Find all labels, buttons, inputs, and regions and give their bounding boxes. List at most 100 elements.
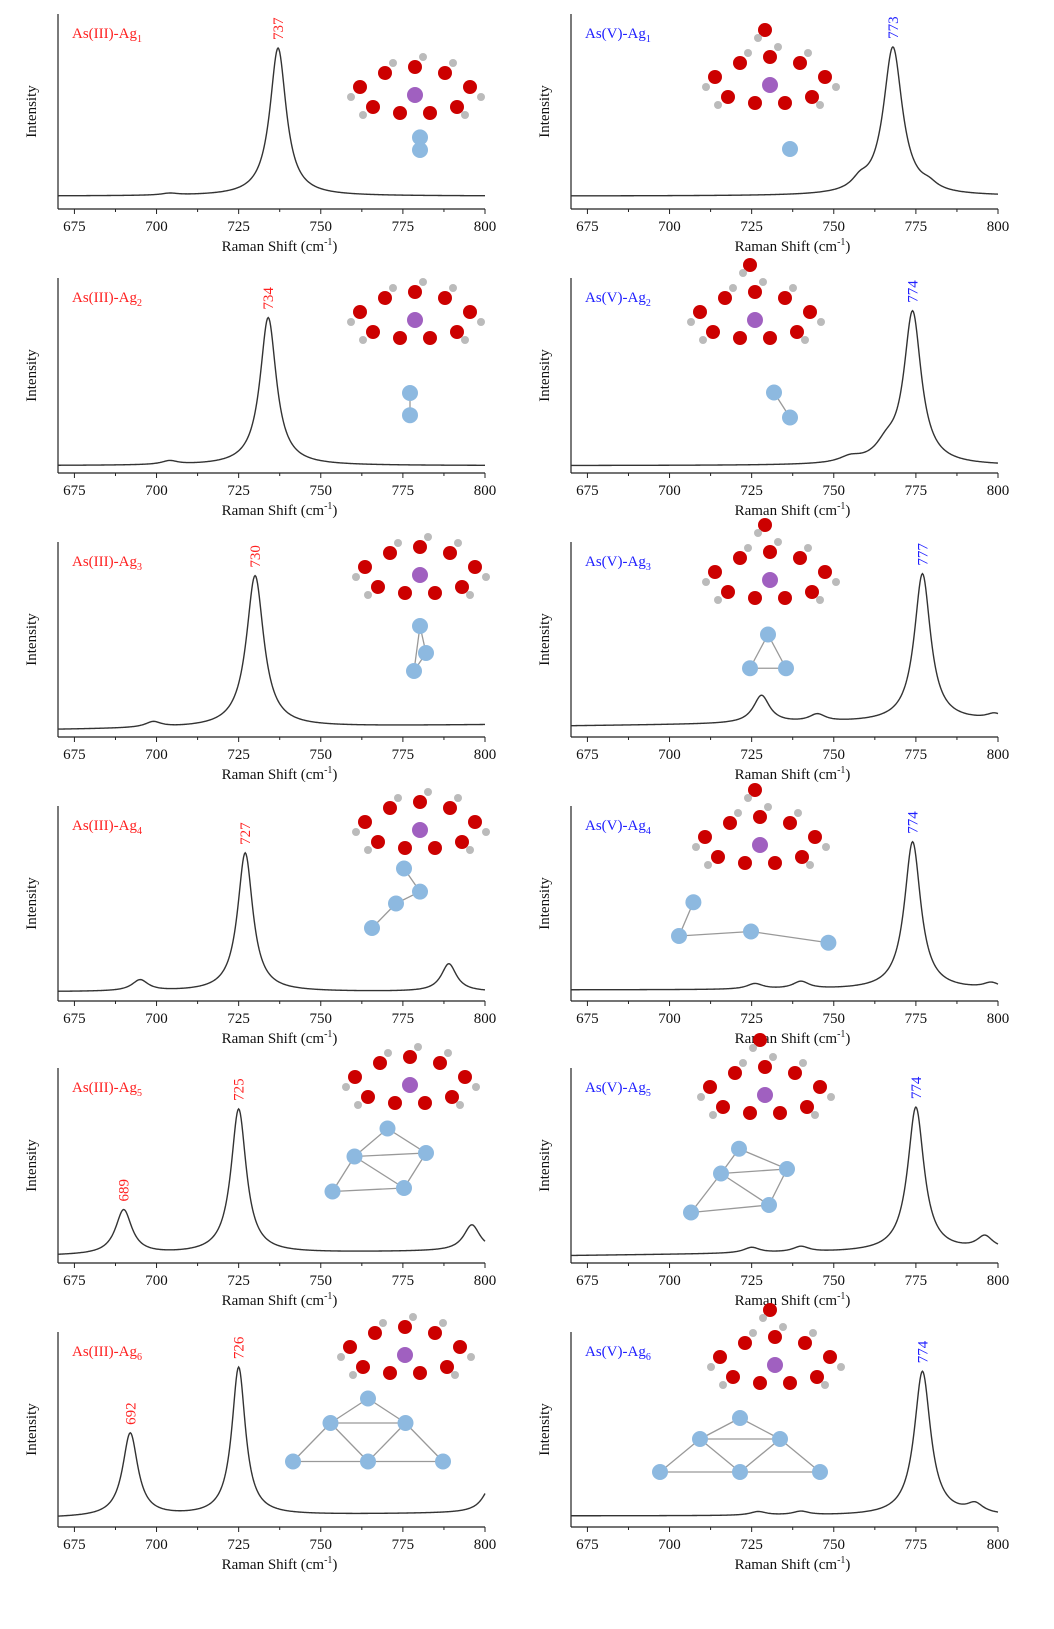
hydrogen-atom	[702, 83, 710, 91]
silver-atom	[379, 1120, 396, 1137]
x-tick-label: 725	[740, 483, 763, 499]
water-oxygen-atom	[748, 783, 762, 797]
x-tick-label: 725	[740, 1537, 763, 1553]
x-tick-label: 700	[658, 1537, 681, 1553]
x-tick-label: 800	[474, 219, 497, 235]
molecule-structure	[702, 518, 840, 605]
oxygen-atom	[468, 560, 482, 574]
silver-bond	[690, 1173, 722, 1213]
x-tick-label: 700	[145, 1011, 168, 1027]
oxygen-atom	[768, 1330, 782, 1344]
silver-cluster	[766, 384, 798, 426]
oxygen-atom	[440, 1360, 454, 1374]
x-tick-label: 675	[576, 219, 599, 235]
hydrogen-atom	[454, 794, 462, 802]
hydrogen-atom	[414, 1043, 422, 1051]
hydrogen-atom	[827, 1093, 835, 1101]
x-tick-label: 725	[740, 747, 763, 763]
hydrogen-atom	[769, 1053, 777, 1061]
silver-atom	[322, 1415, 339, 1431]
molecule-structure	[687, 258, 825, 345]
hydrogen-atom	[352, 828, 360, 836]
chart-panel: 675 700 725 750 775 800 Raman Shift (cm-1) Inte…	[24, 14, 496, 255]
oxygen-atom	[371, 580, 385, 594]
silver-atom	[782, 141, 798, 157]
oxygen-atom	[450, 325, 464, 339]
peak-label: 737	[271, 17, 287, 40]
chart-panel: 675 700 725 750 775 800 Raman Shift (cm-1) Inte…	[537, 258, 1009, 519]
oxygen-atom	[726, 1370, 740, 1384]
oxygen-atom	[358, 560, 372, 574]
silver-bond	[292, 1422, 331, 1462]
oxygen-atom	[413, 795, 427, 809]
chart-panel: 675 700 725 750 775 800 Raman Shift (cm-1) Inte…	[537, 14, 1009, 255]
water-hydrogen-atom	[754, 529, 762, 537]
x-tick-label: 775	[905, 1273, 928, 1289]
silver-atom	[820, 934, 837, 951]
x-tick-label: 700	[145, 1273, 168, 1289]
silver-cluster	[412, 129, 428, 158]
oxygen-atom	[445, 1090, 459, 1104]
oxygen-atom	[818, 565, 832, 579]
x-tick-label: 775	[905, 1537, 928, 1553]
oxygen-atom	[803, 305, 817, 319]
silver-atom	[360, 1390, 376, 1407]
x-tick-label: 700	[145, 219, 168, 235]
hydrogen-atom	[714, 101, 722, 109]
panel-title: As(III)-Ag1	[72, 26, 142, 45]
hydrogen-atom	[801, 336, 809, 344]
molecule-structure	[337, 1313, 475, 1380]
hydrogen-atom	[449, 59, 457, 67]
hydrogen-atom	[472, 1083, 480, 1091]
hydrogen-atom	[384, 1049, 392, 1057]
oxygen-atom	[733, 56, 747, 70]
silver-cluster	[742, 626, 794, 677]
oxygen-atom	[463, 305, 477, 319]
molecule-structure	[707, 1303, 845, 1390]
silver-atom	[731, 1140, 747, 1157]
raman-spectrum-line	[571, 840, 999, 991]
arsenic-atom	[762, 77, 778, 93]
molecule-structure	[697, 1033, 835, 1120]
hydrogen-atom	[364, 846, 372, 854]
hydrogen-atom	[394, 539, 402, 547]
silver-atom	[732, 1464, 748, 1480]
x-tick-label: 775	[905, 483, 928, 499]
oxygen-atom	[443, 546, 457, 560]
x-tick-label: 700	[658, 1273, 681, 1289]
x-axis-label: Raman Shift (cm-1)	[735, 1555, 851, 1573]
silver-atom	[435, 1453, 451, 1470]
silver-atom	[782, 409, 798, 426]
silver-bond	[720, 1172, 770, 1206]
oxygen-atom	[443, 801, 457, 815]
arsenic-atom	[762, 572, 778, 588]
panel-title: As(III)-Ag2	[72, 290, 142, 309]
oxygen-atom	[763, 50, 777, 64]
oxygen-atom	[763, 331, 777, 345]
x-tick-label: 725	[227, 1273, 250, 1289]
silver-atom	[742, 660, 758, 677]
oxygen-atom	[703, 1080, 717, 1094]
oxygen-atom	[721, 585, 735, 599]
x-tick-label: 800	[474, 747, 497, 763]
x-tick-label: 675	[63, 1537, 86, 1553]
hydrogen-atom	[744, 544, 752, 552]
silver-cluster	[671, 894, 837, 951]
x-tick-label: 675	[63, 747, 86, 763]
hydrogen-atom	[816, 101, 824, 109]
silver-atom	[683, 1204, 699, 1221]
hydrogen-atom	[789, 284, 797, 292]
peak-label: 774	[906, 280, 922, 303]
silver-atom	[412, 142, 428, 158]
x-tick-label: 675	[63, 483, 86, 499]
x-tick-label: 725	[227, 1011, 250, 1027]
x-tick-label: 675	[576, 747, 599, 763]
x-tick-label: 675	[63, 1273, 86, 1289]
raman-spectrum-line	[57, 1365, 486, 1517]
x-tick-label: 675	[576, 483, 599, 499]
arsenic-atom	[397, 1347, 413, 1363]
oxygen-atom	[408, 285, 422, 299]
chart-panel: 675 700 725 750 775 800 Raman Shift (cm-1) Inte…	[24, 278, 496, 519]
oxygen-atom	[743, 1106, 757, 1120]
hydrogen-atom	[799, 1059, 807, 1067]
